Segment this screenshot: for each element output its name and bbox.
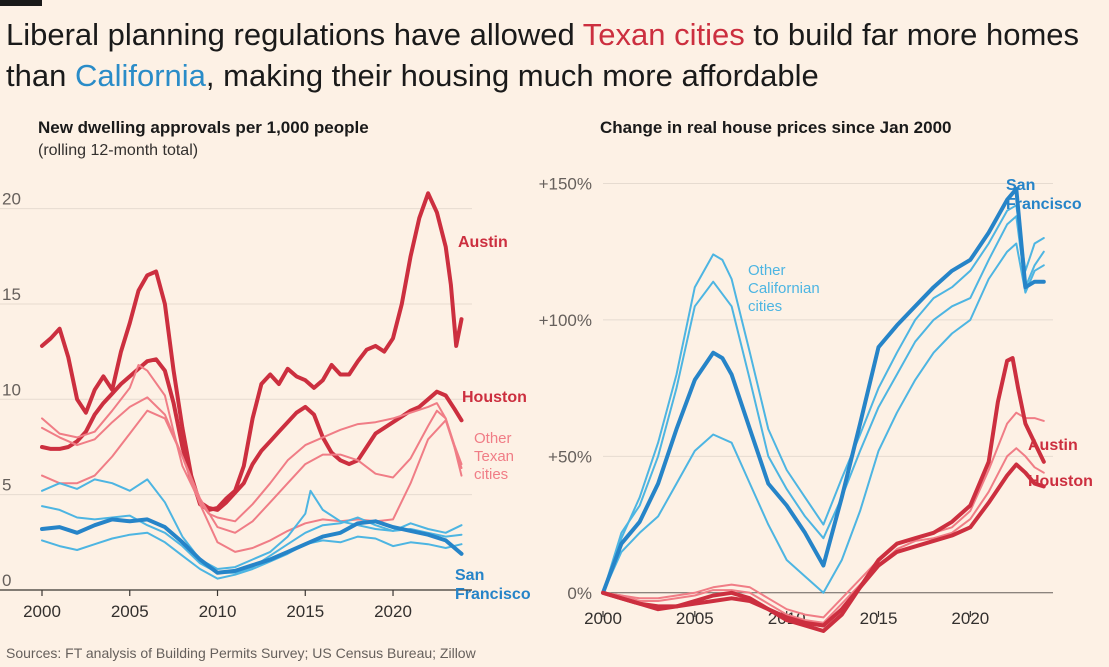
headline-part-3: to build far more homes than: [6, 17, 1080, 93]
left-y-tick-label: 10: [2, 380, 21, 399]
right-y-tick-label: +150%: [539, 174, 592, 193]
right-chart-title: Change in real house prices since Jan 20…: [600, 118, 952, 137]
right-x-tick-label: 2000: [584, 609, 622, 628]
headline-part-1: Liberal planning regulations have allowe…: [6, 17, 583, 52]
right-chart-titles: Change in real house prices since Jan 20…: [600, 118, 952, 138]
right-y-tick-label: +50%: [548, 447, 592, 466]
right-y-tick-label: 0%: [567, 584, 592, 603]
left-line-other-texan-cities-1: [41, 364, 463, 523]
right-label-austin: Austin: [1028, 437, 1078, 454]
left-chart-titles: New dwelling approvals per 1,000 people …: [38, 118, 369, 160]
right-x-tick-label: 2020: [951, 609, 989, 628]
headline-california: California: [74, 58, 206, 93]
left-x-tick-label: 2020: [374, 602, 412, 621]
left-line-other-texan-cities-3: [41, 409, 463, 553]
right-label-other-californian: Californian: [748, 280, 820, 297]
right-line-other-texan-cities-1: [602, 411, 1045, 619]
headline: Liberal planning regulations have allowe…: [6, 14, 1096, 96]
left-line-other-texan-cities-2: [41, 396, 463, 534]
left-line-houston: [40, 357, 464, 512]
right-label-houston: Houston: [1028, 473, 1093, 490]
left-line-other-californian-cities-3: [41, 531, 463, 580]
left-label-other-texan: Other: [474, 430, 512, 447]
right-label-other-californian: cities: [748, 298, 782, 315]
left-y-tick-label: 5: [2, 476, 11, 495]
headline-part-5: , making their housing much more afforda…: [205, 58, 819, 93]
right-line-san-francisco: [601, 186, 1046, 595]
right-x-tick-label: 2015: [860, 609, 898, 628]
right-y-tick-label: +100%: [539, 311, 592, 330]
left-chart-subtitle: (rolling 12-month total): [38, 142, 199, 159]
source-note: Sources: FT analysis of Building Permits…: [6, 645, 476, 661]
right-label-san-francisco: Francisco: [1006, 196, 1082, 213]
right-line-houston: [601, 462, 1046, 628]
left-y-tick-label: 0: [2, 571, 11, 590]
left-label-san-francisco: San: [455, 567, 484, 584]
left-x-tick-label: 2015: [286, 602, 324, 621]
left-line-austin: [40, 191, 464, 512]
left-x-tick-label: 2010: [199, 602, 237, 621]
top-bar: [0, 0, 42, 6]
left-label-other-texan: cities: [474, 466, 508, 483]
left-label-other-texan: Texan: [474, 448, 514, 465]
left-label-san-francisco: Francisco: [455, 586, 531, 603]
left-line-san-francisco: [40, 517, 464, 575]
right-label-other-californian: Other: [748, 262, 786, 279]
left-line-other-californian-cities-1: [41, 478, 463, 570]
left-chart-title: New dwelling approvals per 1,000 people: [38, 118, 369, 137]
headline-texan-cities: Texan cities: [582, 17, 745, 52]
right-line-other-californian-cities-3: [602, 242, 1045, 594]
right-label-san-francisco: San: [1006, 177, 1035, 194]
right-x-tick-label: 2005: [676, 609, 714, 628]
left-x-tick-label: 2005: [111, 602, 149, 621]
left-label-austin: Austin: [458, 234, 508, 251]
left-y-tick-label: 20: [2, 190, 21, 209]
left-x-tick-label: 2000: [23, 602, 61, 621]
left-label-houston: Houston: [462, 389, 527, 406]
right-line-other-texan-cities-2: [602, 447, 1045, 624]
right-line-other-californian-cities-1: [602, 204, 1045, 594]
left-line-other-californian-cities-2: [41, 505, 463, 574]
left-y-tick-label: 15: [2, 285, 21, 304]
